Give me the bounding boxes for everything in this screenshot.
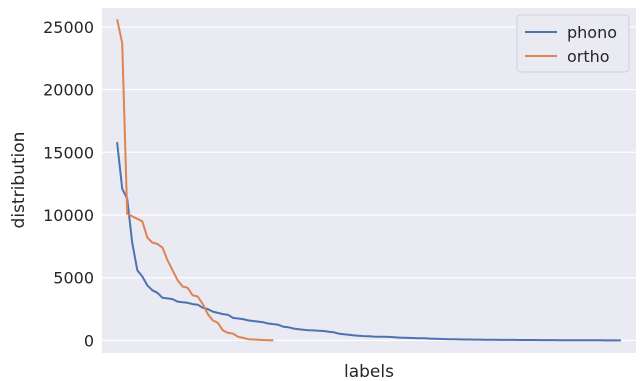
y-tick-label: 20000: [43, 81, 94, 100]
y-tick-label: 15000: [43, 143, 94, 162]
y-tick-label: 5000: [53, 269, 94, 288]
y-axis-title: distribution: [9, 132, 29, 229]
legend-label-phono: phono: [567, 23, 617, 42]
legend-label-ortho: ortho: [567, 47, 610, 66]
y-tick-label: 25000: [43, 18, 94, 37]
y-tick-label: 10000: [43, 206, 94, 225]
series-line-ortho: [116, 19, 274, 342]
legend-box: [516, 14, 630, 73]
legend: phono ortho: [516, 14, 630, 73]
y-tick-labels: 0 5000 10000 15000 20000 25000: [43, 18, 94, 351]
series-lines: [116, 19, 621, 342]
x-axis-title: labels: [344, 362, 394, 381]
series-line-phono: [116, 142, 621, 342]
y-tick-label: 0: [84, 331, 94, 350]
